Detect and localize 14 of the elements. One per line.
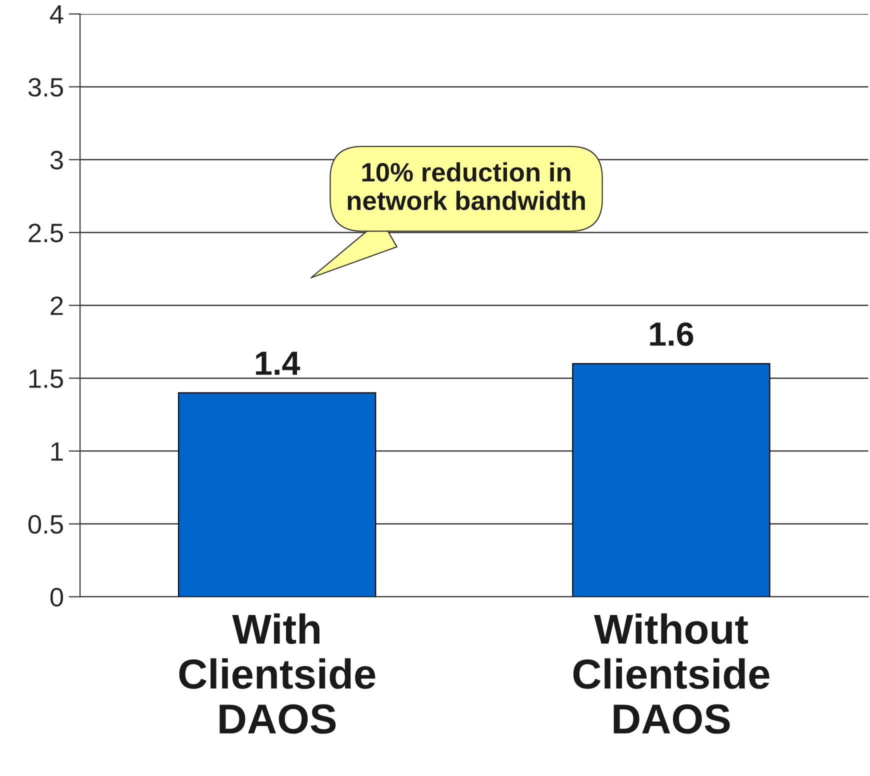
y-tick-label: 2 — [50, 296, 63, 315]
y-tick-label: 1 — [51, 442, 63, 461]
y-tick-label: 3.5 — [28, 78, 63, 97]
y-tick-label: 3 — [50, 150, 63, 170]
y-tick-label: 1.5 — [29, 370, 63, 388]
y-tick-label: 4 — [50, 5, 64, 24]
x-tick-label: With Clientside DAOS — [179, 613, 376, 734]
y-tick-label: 0 — [50, 588, 64, 607]
y-tick-label: 0.5 — [28, 515, 63, 534]
data-label: 1.6 — [650, 322, 694, 346]
annotation: 10% reduction in network bandwidth — [348, 162, 585, 210]
data-label: 1.4 — [256, 352, 300, 375]
x-tick-label: Without Clientside DAOS — [573, 613, 770, 734]
y-tick-label: 2.5 — [28, 224, 63, 242]
